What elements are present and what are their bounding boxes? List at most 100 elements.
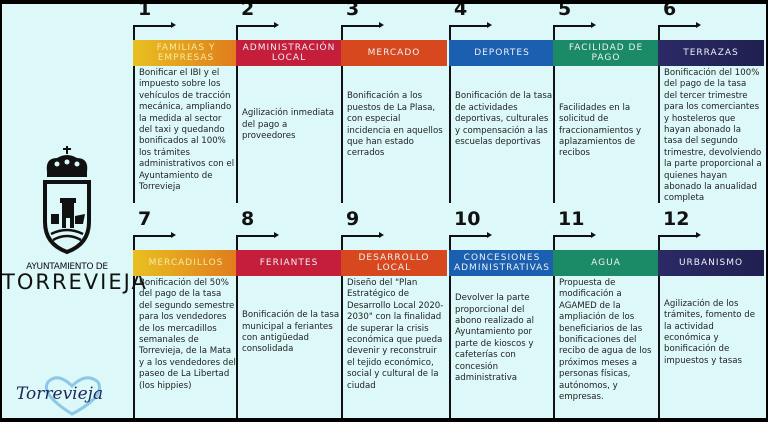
arrow-right-icon	[274, 232, 279, 238]
category-header: CONCESIONES ADMINISTRATIVAS	[449, 250, 555, 276]
measure-card: 10 CONCESIONES ADMINISTRATIVAS Devolver la…	[449, 208, 555, 418]
timeline-line	[658, 235, 660, 418]
timeline-line	[133, 235, 135, 418]
measure-description: Agilización de los trámites, fomento de …	[664, 298, 756, 366]
category-title: AGUA	[591, 258, 621, 268]
infographic: AYUNTAMIENTO DE TORREVIEJA Torrevieja 1 F…	[2, 4, 766, 418]
category-header: TERRAZAS	[658, 40, 764, 66]
measure-card: 8 FERIANTES Bonificación de la tasa munici…	[236, 208, 342, 418]
brand-text: Torrevieja	[16, 384, 104, 404]
category-header: DESARROLLO LOCAL	[341, 250, 447, 276]
measure-card: 4 DEPORTES Bonificación de la tasa de acti…	[449, 4, 555, 209]
arrow-line	[658, 25, 698, 27]
measure-number: 5	[558, 4, 572, 20]
measure-description: Bonificación de la tasa de actividades d…	[455, 91, 553, 147]
category-header: FAMILIAS Y EMPRESAS	[133, 40, 239, 66]
measure-number: 11	[558, 208, 585, 230]
timeline-line	[236, 235, 238, 418]
measure-card: 6 TERRAZAS Bonificación del 100% del pago …	[658, 4, 764, 209]
category-title: TERRAZAS	[683, 48, 739, 58]
arrow-right-icon	[274, 22, 279, 28]
measure-description: Bonificación de la tasa municipal a feri…	[242, 310, 340, 355]
category-title: URBANISMO	[678, 258, 744, 268]
arrow-right-icon	[379, 232, 384, 238]
measure-card: 5 FACILIDAD DE PAGO Facilidades en la soli…	[553, 4, 659, 209]
measure-description: Agilización inmediata del pago a proveed…	[242, 108, 335, 142]
measure-number: 8	[241, 208, 255, 230]
category-header: MERCADO	[341, 40, 447, 66]
torrevieja-brand-logo: Torrevieja	[10, 374, 110, 418]
category-header: MERCADILLOS	[133, 250, 239, 276]
category-title: MERCADO	[367, 48, 421, 58]
timeline-line	[449, 235, 451, 418]
measure-description: Bonificación del 50% del pago de la tasa…	[139, 278, 236, 391]
measure-number: 2	[241, 4, 255, 20]
category-title: CONCESIONES ADMINISTRATIVAS	[453, 253, 551, 273]
arrow-right-icon	[171, 22, 176, 28]
arrow-line	[133, 235, 173, 237]
coat-of-arms-icon	[43, 146, 91, 255]
category-title: MERCADILLOS	[148, 258, 224, 268]
arrow-right-icon	[591, 232, 596, 238]
measure-card: 1 FAMILIAS Y EMPRESAS Bonificar el IBI y e…	[133, 4, 239, 209]
arrow-line	[658, 235, 698, 237]
arrow-line	[341, 235, 381, 237]
measure-card: 9 DESARROLLO LOCAL Diseño del "Plan Estrat…	[341, 208, 447, 418]
logo-title: TORREVIEJA	[2, 270, 148, 294]
arrow-right-icon	[379, 22, 384, 28]
measure-description: Facilidades en la solicitud de fracciona…	[559, 102, 642, 159]
category-title: ADMINISTRACIÓN LOCAL	[242, 43, 336, 63]
arrow-line	[133, 25, 173, 27]
measure-card: 11 AGUA Propuesta de modificación a AGAMED…	[553, 208, 659, 418]
arrow-right-icon	[171, 232, 176, 238]
measure-number: 1	[138, 4, 152, 20]
measure-description: Bonificación del 100% del pago de la tas…	[664, 68, 762, 204]
category-title: FERIANTES	[259, 258, 319, 268]
measure-card: 7 MERCADILLOS Bonificación del 50% del pag…	[133, 208, 239, 418]
timeline-line	[341, 25, 343, 203]
measure-number: 9	[346, 208, 360, 230]
arrow-right-icon	[487, 22, 492, 28]
measure-description: Bonificación a los puestos de La Plasa, …	[347, 91, 443, 159]
category-header: DEPORTES	[449, 40, 555, 66]
measure-description: Propuesta de modificación a AGAMED de la…	[559, 278, 652, 403]
arrow-right-icon	[696, 232, 701, 238]
arrow-right-icon	[487, 232, 492, 238]
arrow-line	[236, 25, 276, 27]
category-header: FACILIDAD DE PAGO	[553, 40, 659, 66]
arrow-right-icon	[696, 22, 701, 28]
category-title: FACILIDAD DE PAGO	[568, 43, 644, 63]
measure-number: 7	[138, 208, 152, 230]
city-logo: AYUNTAMIENTO DE TORREVIEJA	[2, 144, 148, 294]
measure-number: 6	[663, 4, 677, 20]
timeline-line	[553, 235, 555, 418]
category-header: ADMINISTRACIÓN LOCAL	[236, 40, 342, 66]
timeline-line	[553, 25, 555, 203]
arrow-line	[553, 235, 593, 237]
measure-card: 2 ADMINISTRACIÓN LOCAL Agilización inmedia…	[236, 4, 342, 209]
arrow-line	[341, 25, 381, 27]
heart-icon	[45, 376, 101, 416]
measure-description: Bonificar el IBI y el impuesto sobre los…	[139, 68, 235, 193]
measure-description: Devolver la parte proporcional del abono…	[455, 293, 534, 383]
category-header: AGUA	[553, 250, 659, 276]
category-title: FAMILIAS Y EMPRESAS	[156, 43, 216, 63]
category-header: FERIANTES	[236, 250, 342, 276]
measure-number: 3	[346, 4, 360, 20]
category-header: URBANISMO	[658, 250, 764, 276]
category-title: DESARROLLO LOCAL	[358, 253, 430, 273]
arrow-right-icon	[591, 22, 596, 28]
logo-subtitle: AYUNTAMIENTO DE	[26, 262, 108, 272]
measure-description: Diseño del "Plan Estratégico de Desarrol…	[347, 278, 444, 391]
category-title: DEPORTES	[474, 48, 530, 58]
timeline-line	[658, 25, 660, 203]
arrow-line	[553, 25, 593, 27]
measure-number: 10	[454, 208, 481, 230]
measure-card: 3 MERCADO Bonificación a los puestos de La…	[341, 4, 447, 209]
timeline-line	[236, 25, 238, 203]
measure-number: 4	[454, 4, 468, 20]
arrow-line	[236, 235, 276, 237]
measure-card: 12 URBANISMO Agilización de los trámites, …	[658, 208, 764, 418]
measure-number: 12	[663, 208, 690, 230]
timeline-line	[341, 235, 343, 418]
